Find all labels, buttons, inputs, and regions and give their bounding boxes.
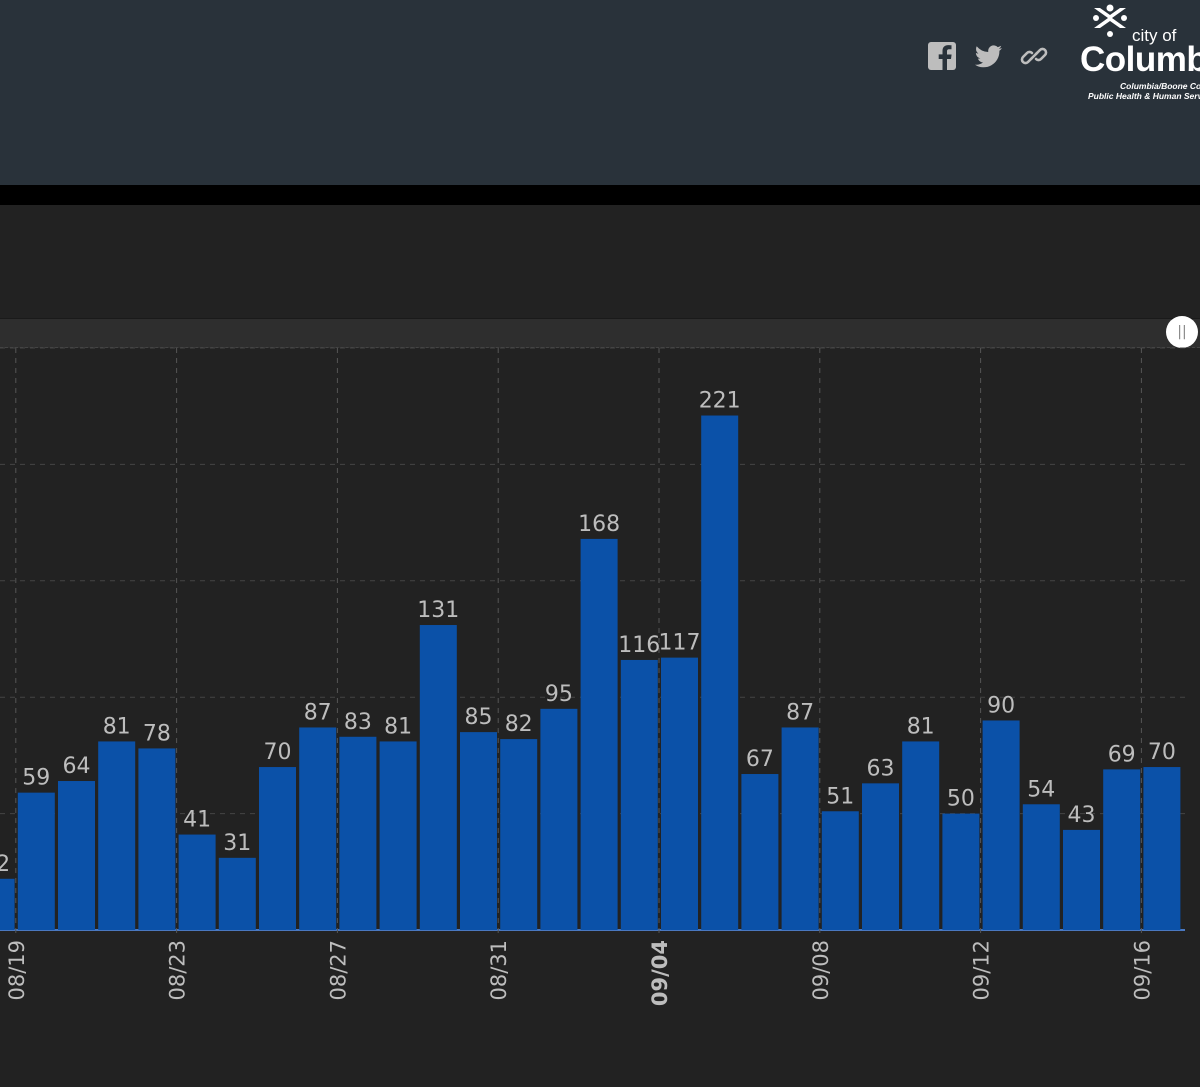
x-tick-label: 09/16 bbox=[1130, 940, 1154, 1001]
data-label: 81 bbox=[103, 714, 131, 739]
data-label: 116 bbox=[618, 633, 660, 658]
data-label: 51 bbox=[826, 784, 854, 809]
bar-08/25[interactable] bbox=[259, 767, 296, 930]
bar-09/08[interactable] bbox=[821, 811, 859, 930]
facebook-icon[interactable] bbox=[926, 40, 958, 72]
bar-09/03[interactable] bbox=[620, 659, 658, 930]
x-tick-label: 08/31 bbox=[487, 940, 511, 1001]
data-label: 90 bbox=[987, 693, 1015, 718]
data-label: 67 bbox=[746, 747, 774, 772]
data-label: 81 bbox=[907, 714, 935, 739]
x-tick-label: 09/12 bbox=[970, 940, 994, 1001]
data-label: 22 bbox=[0, 852, 10, 877]
bar-09/05[interactable] bbox=[701, 415, 739, 931]
data-label: 70 bbox=[264, 740, 292, 765]
bar-08/27[interactable] bbox=[339, 736, 377, 930]
city-emblem-icon bbox=[1093, 4, 1127, 37]
bar-09/14[interactable] bbox=[1063, 829, 1100, 930]
logo-subtitle-1: Columbia/Boone County bbox=[1120, 81, 1200, 91]
data-label: 63 bbox=[867, 756, 895, 781]
header-divider bbox=[0, 185, 1200, 205]
bar-09/16[interactable] bbox=[1143, 767, 1181, 930]
header: city of Columbia Columbia/Boone County P… bbox=[0, 0, 1200, 185]
logo-city-of: city of bbox=[1132, 26, 1177, 45]
bar-08/19[interactable] bbox=[17, 792, 55, 930]
data-label: 87 bbox=[786, 700, 814, 725]
bar-09/12[interactable] bbox=[982, 720, 1020, 930]
bar-09/04[interactable] bbox=[661, 657, 698, 930]
data-label: 31 bbox=[223, 831, 251, 856]
bar-08/29[interactable] bbox=[419, 625, 457, 930]
bar-08/30[interactable] bbox=[460, 732, 497, 930]
data-label: 64 bbox=[63, 754, 91, 779]
data-label: 54 bbox=[1027, 777, 1055, 802]
bar-08/28[interactable] bbox=[379, 741, 417, 930]
data-label: 85 bbox=[465, 705, 493, 730]
slider-handle[interactable]: || bbox=[1166, 316, 1198, 348]
data-label: 131 bbox=[417, 598, 459, 623]
bar-08/24[interactable] bbox=[218, 857, 256, 930]
bar-08/23[interactable] bbox=[178, 834, 216, 930]
x-tick-label: 08/23 bbox=[166, 940, 190, 1001]
bar-08/18[interactable] bbox=[0, 878, 15, 930]
data-label: 221 bbox=[699, 389, 741, 414]
bar-09/02[interactable] bbox=[580, 538, 618, 930]
data-label: 69 bbox=[1108, 742, 1136, 767]
data-label: 81 bbox=[384, 714, 412, 739]
data-label: 59 bbox=[22, 766, 50, 791]
bar-09/10[interactable] bbox=[902, 741, 940, 930]
x-tick-label: 09/08 bbox=[809, 940, 833, 1001]
data-label: 87 bbox=[304, 700, 332, 725]
data-label: 41 bbox=[183, 808, 211, 833]
data-label: 117 bbox=[659, 631, 701, 656]
bar-08/31[interactable] bbox=[500, 739, 538, 930]
bar-09/09[interactable] bbox=[862, 783, 899, 930]
bar-08/20[interactable] bbox=[58, 781, 95, 930]
bar-09/13[interactable] bbox=[1022, 804, 1060, 930]
data-label: 50 bbox=[947, 787, 975, 812]
data-label: 83 bbox=[344, 710, 372, 735]
data-label: 43 bbox=[1068, 803, 1096, 828]
bar-09/15[interactable] bbox=[1103, 769, 1141, 930]
logo-subtitle-2: Public Health & Human Services bbox=[1088, 91, 1200, 101]
x-tick-label: 08/27 bbox=[326, 940, 350, 1001]
x-tick-label: 09/04 bbox=[648, 940, 672, 1006]
data-label: 78 bbox=[143, 721, 171, 746]
data-label: 168 bbox=[578, 512, 620, 537]
city-logo[interactable]: city of Columbia Columbia/Boone County P… bbox=[1080, 4, 1200, 104]
data-label: 70 bbox=[1148, 740, 1176, 765]
bar-09/11[interactable] bbox=[942, 813, 980, 930]
data-label: 95 bbox=[545, 682, 573, 707]
twitter-icon[interactable] bbox=[972, 40, 1004, 72]
bar-09/07[interactable] bbox=[781, 727, 819, 930]
logo-name: Columbia bbox=[1080, 40, 1200, 79]
bar-08/26[interactable] bbox=[299, 727, 337, 930]
x-tick-label: 08/19 bbox=[5, 940, 29, 1001]
bar-09/06[interactable] bbox=[741, 774, 779, 930]
bar-08/22[interactable] bbox=[138, 748, 176, 930]
data-label: 82 bbox=[505, 712, 533, 737]
slider-handle-grip: || bbox=[1177, 324, 1187, 340]
link-icon[interactable] bbox=[1018, 40, 1050, 72]
bar-08/21[interactable] bbox=[98, 741, 136, 930]
bar-09/01[interactable] bbox=[540, 708, 578, 930]
